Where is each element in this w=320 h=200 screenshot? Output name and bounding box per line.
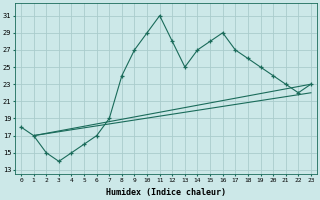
X-axis label: Humidex (Indice chaleur): Humidex (Indice chaleur) bbox=[106, 188, 226, 197]
